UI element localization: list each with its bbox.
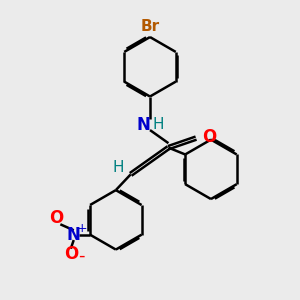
Text: H: H (112, 160, 124, 175)
Text: O: O (202, 128, 217, 146)
Text: N: N (67, 226, 81, 244)
Text: O: O (49, 209, 63, 227)
Text: N: N (136, 116, 150, 134)
Text: +: + (77, 222, 87, 235)
Text: Br: Br (140, 19, 160, 34)
Text: O: O (64, 245, 78, 263)
Text: H: H (153, 117, 164, 132)
Text: -: - (78, 247, 84, 265)
